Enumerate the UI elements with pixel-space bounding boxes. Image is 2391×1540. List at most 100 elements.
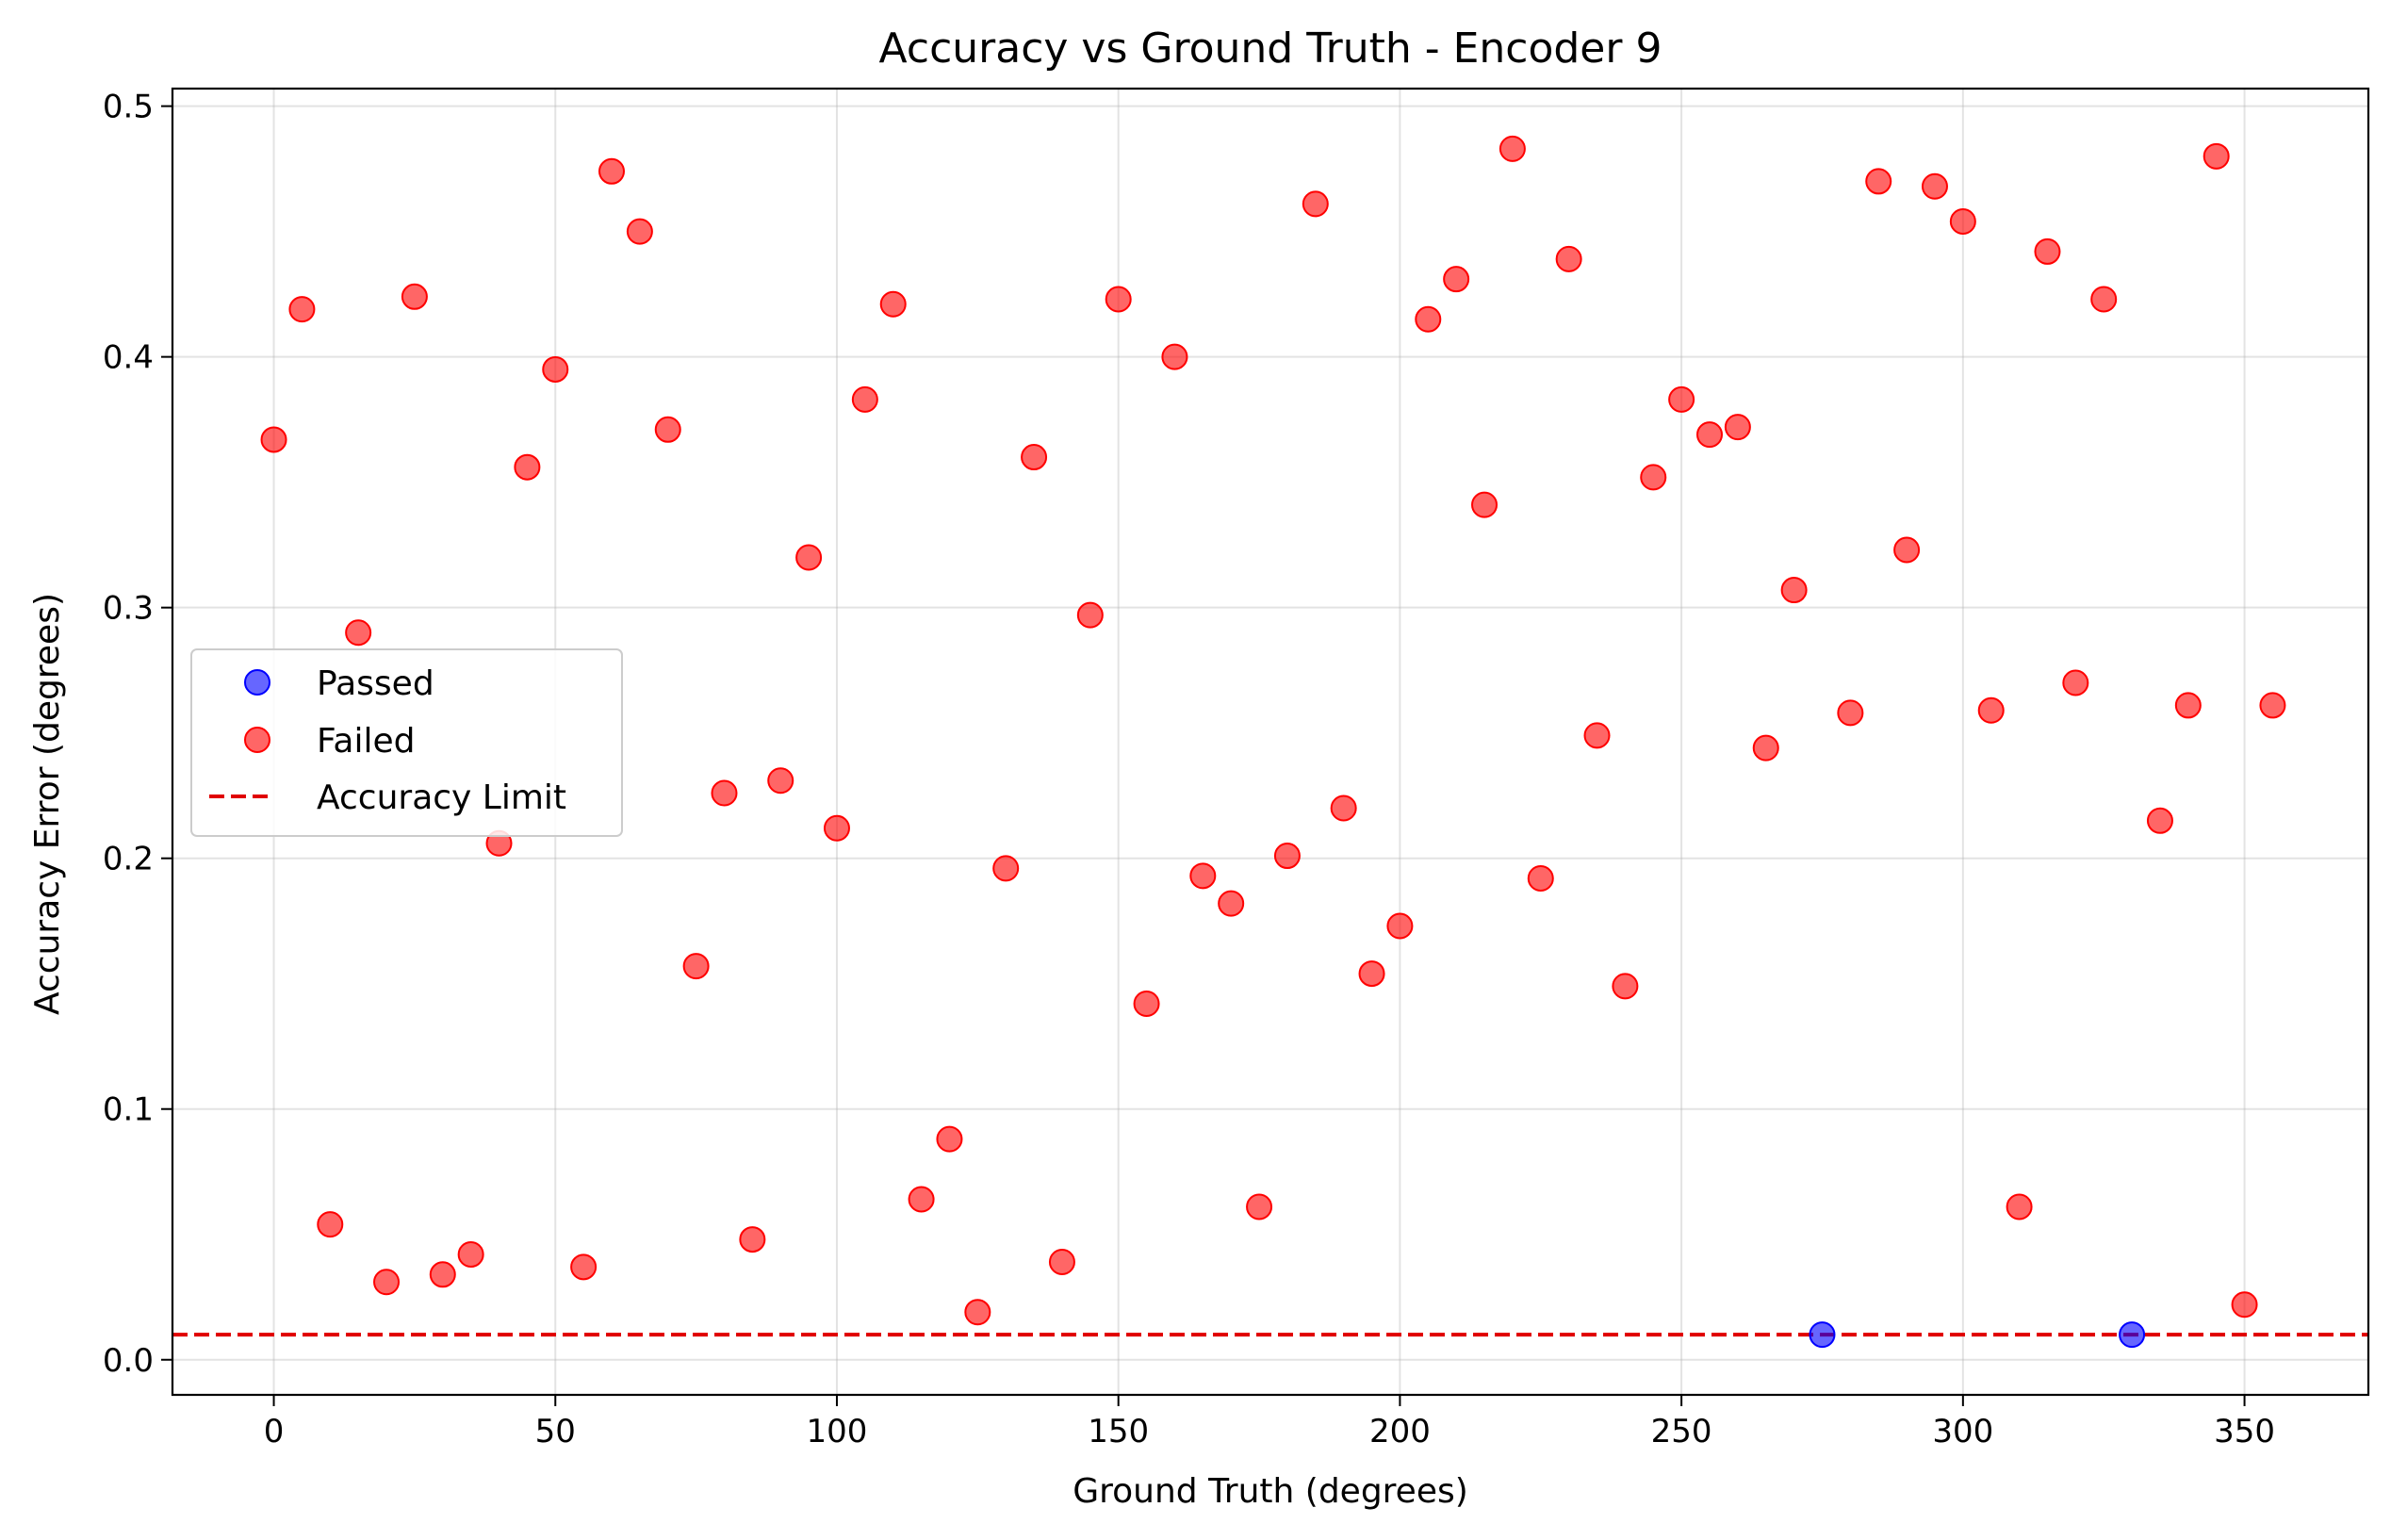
- point-failed: [795, 544, 823, 571]
- point-failed: [288, 296, 316, 323]
- point-failed: [1330, 795, 1357, 822]
- y-tick-label: 0.0: [103, 1342, 154, 1380]
- point-failed: [429, 1261, 456, 1288]
- grid: [172, 89, 2368, 1395]
- point-failed: [1612, 973, 1639, 1000]
- point-failed: [1386, 912, 1414, 940]
- point-passed: [2119, 1321, 2146, 1349]
- point-failed: [682, 953, 710, 980]
- chart-title: Accuracy vs Ground Truth - Encoder 9: [879, 25, 1662, 73]
- point-failed: [1949, 207, 1976, 235]
- point-failed: [1893, 536, 1921, 564]
- point-failed: [1358, 960, 1385, 988]
- legend-label-failed: Failed: [317, 722, 415, 761]
- point-failed: [1471, 491, 1498, 518]
- point-failed: [317, 1211, 344, 1238]
- legend-label-passed: Passed: [317, 664, 434, 703]
- point-failed: [2062, 669, 2089, 696]
- point-failed: [1555, 245, 1582, 272]
- point-failed: [1302, 190, 1329, 218]
- y-tick-label: 0.4: [103, 339, 154, 377]
- point-failed: [1443, 266, 1470, 293]
- plot-frame: [171, 87, 2370, 1397]
- point-failed: [1837, 699, 1864, 727]
- point-failed: [851, 385, 878, 413]
- point-failed: [1724, 414, 1751, 441]
- point-failed: [570, 1253, 598, 1281]
- x-axis-ticks: 0 50 100 150 200 250 300 350: [264, 1395, 2275, 1450]
- point-failed: [1076, 601, 1104, 629]
- point-failed: [457, 1241, 484, 1269]
- point-failed: [345, 619, 372, 647]
- point-failed: [1273, 843, 1301, 870]
- point-failed: [739, 1226, 766, 1253]
- point-passed: [1809, 1321, 1836, 1349]
- x-tick-label: 250: [1651, 1413, 1712, 1450]
- y-tick-label: 0.2: [103, 841, 154, 878]
- data-points: [260, 135, 2286, 1349]
- point-failed: [1246, 1193, 1273, 1221]
- point-failed: [1752, 734, 1779, 762]
- point-failed: [2146, 807, 2173, 834]
- point-failed: [1583, 722, 1611, 749]
- point-failed: [879, 290, 907, 318]
- point-failed: [1189, 862, 1217, 890]
- point-failed: [1105, 286, 1132, 313]
- point-failed: [2006, 1193, 2033, 1221]
- point-failed: [992, 855, 1020, 882]
- point-failed: [1133, 990, 1160, 1017]
- legend: Passed Failed Accuracy Limit: [190, 648, 623, 837]
- point-failed: [1527, 864, 1554, 892]
- point-failed: [514, 453, 541, 481]
- point-failed: [908, 1186, 935, 1213]
- y-tick-label: 0.5: [103, 89, 154, 126]
- x-tick-label: 50: [535, 1413, 576, 1450]
- point-failed: [1415, 305, 1442, 333]
- x-tick-label: 300: [1932, 1413, 1993, 1450]
- point-failed: [2034, 238, 2061, 265]
- point-failed: [711, 779, 738, 807]
- y-tick-label: 0.1: [103, 1091, 154, 1129]
- point-failed: [626, 218, 653, 245]
- point-failed: [1865, 168, 1892, 195]
- y-axis-label: Accuracy Error (degrees): [28, 593, 67, 1015]
- point-failed: [936, 1125, 963, 1153]
- point-failed: [823, 814, 850, 842]
- point-failed: [2203, 142, 2230, 170]
- point-failed: [964, 1299, 991, 1326]
- point-failed: [2174, 692, 2202, 719]
- point-failed: [598, 157, 625, 185]
- point-failed: [260, 426, 287, 453]
- point-failed: [1640, 464, 1667, 491]
- x-tick-label: 150: [1088, 1413, 1149, 1450]
- point-failed: [542, 355, 569, 383]
- point-failed: [1780, 577, 1808, 604]
- legend-label-accuracy-limit: Accuracy Limit: [317, 778, 566, 817]
- x-axis-label: Ground Truth (degrees): [1073, 1472, 1468, 1511]
- point-failed: [2090, 286, 2118, 313]
- point-failed: [1498, 135, 1526, 162]
- x-tick-label: 100: [807, 1413, 868, 1450]
- point-failed: [1218, 890, 1245, 917]
- legend-box: [190, 648, 623, 837]
- point-failed: [1161, 343, 1188, 370]
- legend-marker-passed: [244, 669, 270, 696]
- x-tick-label: 0: [264, 1413, 285, 1450]
- point-failed: [1921, 172, 1948, 200]
- point-failed: [2231, 1291, 2258, 1319]
- point-failed: [1668, 385, 1695, 413]
- point-failed: [373, 1269, 401, 1296]
- point-failed: [1021, 444, 1048, 471]
- point-failed: [2259, 692, 2286, 719]
- point-failed: [654, 416, 681, 443]
- x-tick-label: 200: [1369, 1413, 1431, 1450]
- point-failed: [1048, 1249, 1075, 1276]
- point-failed: [1977, 696, 2005, 724]
- legend-marker-failed: [244, 727, 270, 753]
- y-tick-label: 0.3: [103, 590, 154, 628]
- x-tick-label: 350: [2214, 1413, 2275, 1450]
- point-failed: [1696, 421, 1723, 449]
- y-axis-ticks: 0.0 0.1 0.2 0.3 0.4 0.5: [103, 89, 172, 1380]
- point-failed: [401, 283, 428, 310]
